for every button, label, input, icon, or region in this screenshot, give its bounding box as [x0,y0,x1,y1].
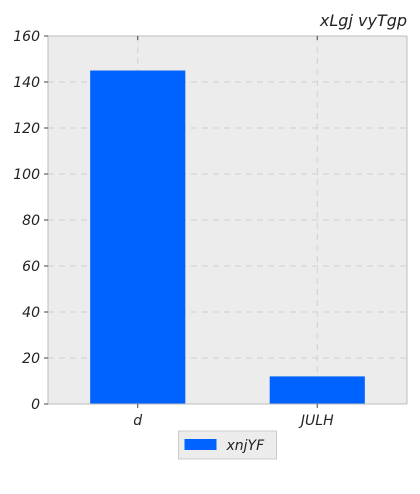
y-tick-label: 140 [13,75,40,91]
y-tick-label: 0 [31,397,40,413]
legend-swatch [184,439,217,450]
legend-label: xnjYF [226,438,266,454]
y-tick-label: 20 [22,351,40,367]
axes [47,35,408,405]
y-tick-label: 160 [13,29,40,45]
y-tick-label: 120 [13,121,40,137]
y-axis-ticks: 0 20 40 60 80 100 120 140 160 [13,29,48,413]
y-tick-label: 80 [22,213,40,229]
x-tick-label: d [133,413,142,429]
legend: xnjYF [178,430,277,460]
y-tick-label: 100 [13,167,40,183]
x-tick-label: JULH [298,413,334,429]
bars [90,70,365,404]
x-axis-ticks: d JULH [133,36,334,429]
y-tick-label: 40 [22,305,40,321]
y-tick-label: 60 [22,259,40,275]
bar-d [90,70,186,404]
bar-JULH [269,376,365,404]
chart-title: xLgj vyTgp [319,11,407,30]
